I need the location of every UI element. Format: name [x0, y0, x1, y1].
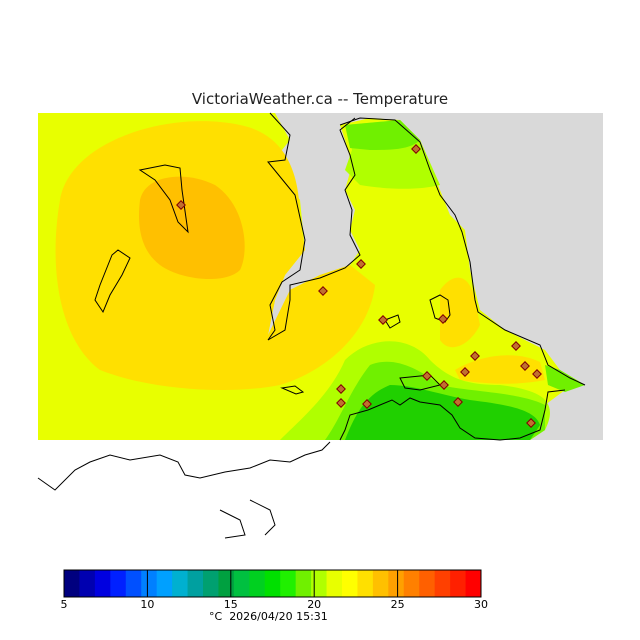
legend-tick-label: 30: [474, 598, 488, 611]
legend-timestamp: 2026/04/20 15:31: [229, 610, 328, 623]
legend-color-cell: [326, 570, 343, 597]
station-marker[interactable]: [336, 398, 346, 408]
temp-zone-cool-east: [545, 365, 585, 392]
station-marker[interactable]: [356, 259, 366, 269]
station-marker[interactable]: [176, 200, 186, 210]
legend-color-cell: [419, 570, 436, 597]
legend-color-cell: [388, 570, 405, 597]
legend-color-cell: [125, 570, 142, 597]
legend-color-cell: [79, 570, 96, 597]
station-markers: [176, 144, 542, 428]
legend-color-cell: [249, 570, 266, 597]
station-marker[interactable]: [439, 380, 449, 390]
station-marker[interactable]: [411, 144, 421, 154]
no-data-region: [38, 440, 603, 543]
legend-tick-label: 25: [390, 598, 405, 611]
legend-tick-marks: [63, 570, 482, 597]
temp-zone-mid-east-2: [455, 355, 545, 384]
legend-color-cell: [280, 570, 297, 597]
station-marker[interactable]: [422, 371, 432, 381]
legend-color-cell: [110, 570, 127, 597]
legend-color-cell: [187, 570, 204, 597]
legend-color-cell: [94, 570, 111, 597]
legend-color-cell: [203, 570, 219, 597]
temperature-map: [37, 112, 603, 543]
temp-zone-cooler-north: [345, 120, 420, 150]
legend-color-cell: [450, 570, 467, 597]
station-marker[interactable]: [470, 351, 480, 361]
legend-tick-label: 5: [60, 598, 68, 611]
legend-color-cell: [233, 570, 250, 597]
legend-color-cell: [264, 570, 281, 597]
legend-color-cell: [372, 570, 389, 597]
legend-color-cell: [64, 570, 80, 597]
temp-zone-mid-east: [440, 277, 480, 348]
legend-unit: °C: [209, 610, 223, 623]
legend-tick-label: 15: [223, 598, 238, 611]
legend-footer: °C 2026/04/20 15:31: [209, 610, 328, 623]
coastlines: [94, 112, 586, 441]
map-title: VictoriaWeather.ca -- Temperature: [191, 90, 449, 108]
temp-zone-coolest-south: [345, 385, 540, 440]
legend-color-cell: [295, 570, 312, 597]
station-marker[interactable]: [378, 315, 388, 325]
legend-color-cells: [63, 569, 482, 598]
legend-color-cell: [311, 570, 328, 597]
station-marker[interactable]: [336, 384, 346, 394]
legend-color-cell: [172, 570, 189, 597]
station-marker[interactable]: [511, 341, 521, 351]
temp-zone-warm: [139, 176, 245, 280]
legend-color-cell: [141, 570, 158, 597]
station-marker[interactable]: [318, 286, 328, 296]
legend-color-cell: [403, 570, 420, 597]
station-marker[interactable]: [438, 314, 448, 324]
south-coastline: [37, 441, 331, 539]
color-legend: [63, 569, 482, 598]
legend-color-cell: [342, 570, 358, 597]
legend-tick-label: 20: [307, 598, 322, 611]
station-marker[interactable]: [453, 397, 463, 407]
station-marker[interactable]: [532, 369, 542, 379]
legend-tick-label: 10: [140, 598, 155, 611]
station-marker[interactable]: [460, 367, 470, 377]
station-marker[interactable]: [526, 418, 536, 428]
station-marker[interactable]: [362, 399, 372, 409]
legend-color-cell: [218, 570, 235, 597]
legend-color-cell: [434, 570, 451, 597]
legend-color-cell: [357, 570, 374, 597]
legend-color-cell: [156, 570, 173, 597]
station-marker[interactable]: [520, 361, 530, 371]
legend-color-cell: [465, 570, 482, 597]
